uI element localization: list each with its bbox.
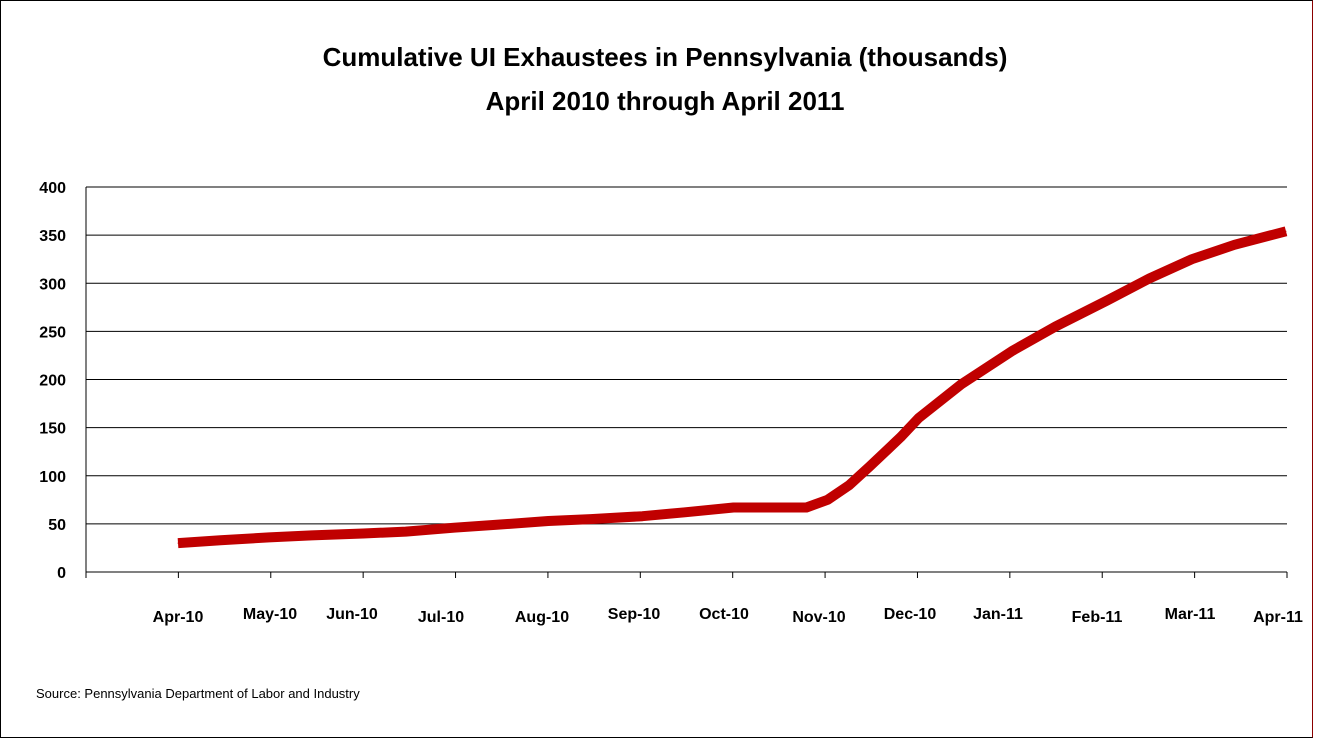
x-tick-label: Jul-10	[418, 609, 464, 626]
data-point	[733, 507, 734, 508]
data-point	[869, 465, 871, 467]
x-tick-label: Sep-10	[608, 606, 661, 623]
x-tick-label: Feb-11	[1072, 609, 1123, 626]
x-axis-labels: Apr-10 May-10 Jun-10 Jul-10 Aug-10 Sep-10 Oct-…	[153, 606, 1303, 626]
data-point	[848, 484, 850, 486]
data-point	[684, 511, 686, 513]
data-point	[960, 383, 962, 385]
source-note: Source: Pennsylvania Department of Labor…	[36, 686, 360, 701]
data-point	[1012, 350, 1014, 352]
x-tick-label: Apr-11	[1253, 609, 1303, 626]
data-point	[775, 507, 777, 508]
chart-title: Cumulative UI Exhaustees in Pennsylvania…	[322, 42, 1008, 72]
data-point	[405, 531, 407, 533]
data-point	[1233, 244, 1235, 246]
data-point	[311, 534, 313, 536]
x-tick-label: May-10	[243, 606, 297, 623]
y-tick-label: 300	[39, 276, 66, 293]
x-tick-label: Oct-10	[699, 606, 749, 623]
chart-subtitle: April 2010 through April 2011	[485, 86, 845, 116]
data-point	[362, 533, 364, 534]
x-tick-label: Mar-11	[1165, 606, 1216, 623]
y-tick-label: 250	[39, 324, 66, 341]
data-point	[641, 515, 643, 517]
data-point	[918, 417, 920, 419]
data-point	[177, 542, 179, 544]
data-point	[268, 536, 270, 538]
y-tick-label: 50	[48, 517, 66, 534]
y-tick-label: 400	[39, 180, 66, 197]
gridlines	[86, 186, 1287, 525]
y-tick-label: 350	[39, 228, 66, 245]
axes	[85, 187, 1288, 578]
series-layer	[177, 226, 1288, 549]
data-point	[496, 524, 498, 526]
data-point	[1106, 300, 1108, 302]
x-tick-label: Dec-10	[884, 606, 937, 623]
x-tick-label: Jun-10	[326, 606, 378, 623]
x-tick-label: Aug-10	[515, 609, 569, 626]
y-tick-label: 100	[39, 469, 66, 486]
data-point	[900, 436, 901, 438]
y-tick-label: 0	[57, 565, 66, 582]
y-tick-label: 150	[39, 421, 66, 438]
x-tick-label: Apr-10	[153, 609, 204, 626]
data-point	[453, 527, 455, 529]
data-point	[220, 539, 221, 541]
data-point	[1054, 326, 1056, 328]
x-tick-label: Nov-10	[792, 609, 845, 626]
x-tick-label: Jan-11	[973, 606, 1023, 623]
y-tick-label: 200	[39, 373, 66, 390]
data-point	[547, 520, 549, 522]
data-point	[1191, 258, 1193, 260]
data-point	[590, 518, 592, 520]
series-line	[177, 226, 1288, 549]
data-point	[1285, 230, 1287, 232]
data-point	[827, 499, 829, 501]
data-point	[805, 507, 807, 508]
y-axis-labels: 0 50 100 150 200 250 300 350 400	[39, 180, 66, 582]
data-point	[1148, 277, 1150, 279]
